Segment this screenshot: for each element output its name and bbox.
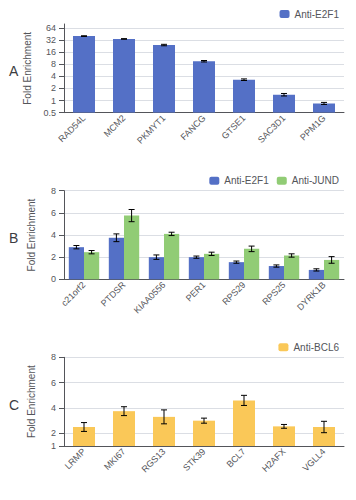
- svg-text:Anti-E2F1: Anti-E2F1: [224, 175, 269, 186]
- svg-text:BCL7: BCL7: [225, 446, 248, 469]
- svg-text:4: 4: [51, 71, 56, 81]
- svg-text:RAD54L: RAD54L: [56, 113, 87, 144]
- svg-text:2: 2: [51, 428, 56, 438]
- svg-text:0: 0: [51, 274, 56, 284]
- svg-text:LRMP: LRMP: [63, 446, 88, 471]
- svg-text:KIAA0556: KIAA0556: [132, 280, 168, 316]
- svg-text:MCM2: MCM2: [102, 113, 128, 139]
- svg-text:Anti-JUND: Anti-JUND: [292, 175, 339, 186]
- svg-text:STK39: STK39: [181, 446, 207, 472]
- svg-text:A: A: [9, 63, 19, 79]
- svg-text:VGLL4: VGLL4: [301, 446, 328, 473]
- svg-text:Anti-E2F1: Anti-E2F1: [295, 9, 340, 20]
- svg-text:PTDSR: PTDSR: [99, 279, 128, 308]
- svg-text:4: 4: [51, 403, 56, 413]
- svg-text:Fold Enrichment: Fold Enrichment: [26, 198, 37, 271]
- svg-text:PKMYT1: PKMYT1: [135, 113, 167, 145]
- svg-text:8: 8: [51, 352, 56, 362]
- svg-text:1: 1: [51, 96, 56, 106]
- svg-text:Fold Enrichment: Fold Enrichment: [22, 32, 33, 105]
- svg-text:FANCG: FANCG: [179, 113, 208, 142]
- svg-text:1: 1: [51, 441, 56, 451]
- svg-text:Fold Enrichment: Fold Enrichment: [26, 365, 37, 438]
- svg-text:RGS13: RGS13: [140, 446, 168, 474]
- svg-text:RPS25: RPS25: [260, 280, 287, 307]
- svg-text:Anti-BCL6: Anti-BCL6: [293, 342, 339, 353]
- svg-text:MKI67: MKI67: [102, 446, 127, 471]
- svg-text:PER1: PER1: [184, 280, 208, 304]
- svg-text:8: 8: [51, 59, 56, 69]
- svg-text:4: 4: [51, 230, 56, 240]
- svg-text:8: 8: [51, 186, 56, 196]
- svg-text:32: 32: [46, 35, 56, 45]
- svg-text:c21orf2: c21orf2: [59, 280, 87, 308]
- svg-text:SAC3D1: SAC3D1: [256, 113, 288, 145]
- svg-text:DYRK1B: DYRK1B: [295, 280, 327, 312]
- svg-text:H2AFX: H2AFX: [260, 446, 288, 474]
- svg-text:GTSE1: GTSE1: [220, 113, 248, 141]
- svg-text:PPM1G: PPM1G: [298, 113, 327, 142]
- svg-text:2: 2: [51, 252, 56, 262]
- svg-text:RPS29: RPS29: [220, 280, 247, 307]
- svg-text:0.5: 0.5: [43, 108, 56, 118]
- svg-text:2: 2: [51, 83, 56, 93]
- svg-text:B: B: [9, 230, 18, 246]
- svg-text:6: 6: [51, 378, 56, 388]
- svg-text:6: 6: [51, 208, 56, 218]
- svg-text:64: 64: [46, 23, 56, 33]
- svg-text:C: C: [9, 397, 19, 413]
- svg-text:16: 16: [46, 47, 56, 57]
